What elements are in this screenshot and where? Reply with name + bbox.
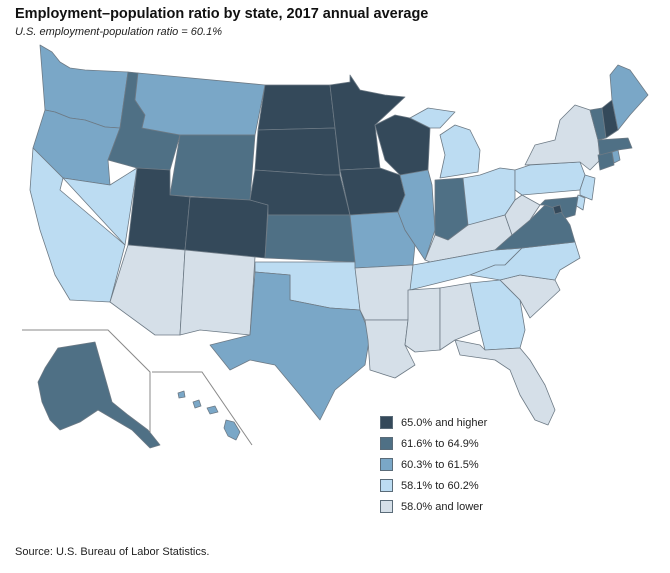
- state-ar: [354, 264, 414, 321]
- state-ak: [37, 341, 161, 449]
- state-ms: [404, 287, 441, 353]
- state-hi: [177, 390, 241, 441]
- state-sd: [254, 127, 341, 176]
- state-nj: [579, 174, 596, 201]
- state-nc: [469, 241, 581, 281]
- state-az: [109, 244, 186, 336]
- state-wy: [169, 134, 256, 201]
- hawaii-inset-frame: [152, 371, 253, 446]
- chart-subtitle: U.S. employment-population ratio = 60.1%: [15, 26, 222, 38]
- state-mt: [134, 72, 266, 136]
- legend-label: 58.0% and lower: [401, 500, 483, 513]
- state-fl: [454, 339, 556, 426]
- state-co: [184, 196, 269, 259]
- state-ca: [29, 147, 126, 303]
- legend-item: 58.1% to 60.2%: [380, 475, 487, 496]
- legend: 65.0% and higher 61.6% to 64.9% 60.3% to…: [380, 412, 487, 517]
- legend-label: 65.0% and higher: [401, 416, 488, 429]
- state-nm: [179, 249, 256, 336]
- state-ks: [264, 214, 356, 263]
- legend-label: 61.6% to 64.9%: [401, 437, 479, 450]
- chart-title: Employment–population ratio by state, 20…: [15, 6, 429, 22]
- state-ny: [524, 104, 601, 171]
- legend-label: 60.3% to 61.5%: [401, 458, 479, 471]
- legend-item: 60.3% to 61.5%: [380, 454, 487, 475]
- alaska-inset-frame: [22, 329, 151, 445]
- legend-swatch: [380, 500, 393, 513]
- state-ma: [597, 137, 633, 156]
- legend-item: 65.0% and higher: [380, 412, 487, 433]
- state-nd: [257, 84, 336, 131]
- legend-item: 61.6% to 64.9%: [380, 433, 487, 454]
- legend-swatch: [380, 479, 393, 492]
- state-ia: [339, 167, 406, 216]
- legend-swatch: [380, 437, 393, 450]
- state-me: [609, 64, 649, 131]
- state-mi: [409, 107, 481, 179]
- state-dc: [552, 204, 563, 215]
- state-tx: [209, 271, 371, 421]
- legend-item: 58.0% and lower: [380, 496, 487, 517]
- source-note: Source: U.S. Bureau of Labor Statistics.: [15, 546, 210, 558]
- state-mn: [329, 74, 406, 171]
- legend-swatch: [380, 458, 393, 471]
- state-al: [439, 282, 481, 351]
- legend-label: 58.1% to 60.2%: [401, 479, 479, 492]
- state-pa: [514, 161, 586, 196]
- state-il: [397, 169, 436, 261]
- legend-swatch: [380, 416, 393, 429]
